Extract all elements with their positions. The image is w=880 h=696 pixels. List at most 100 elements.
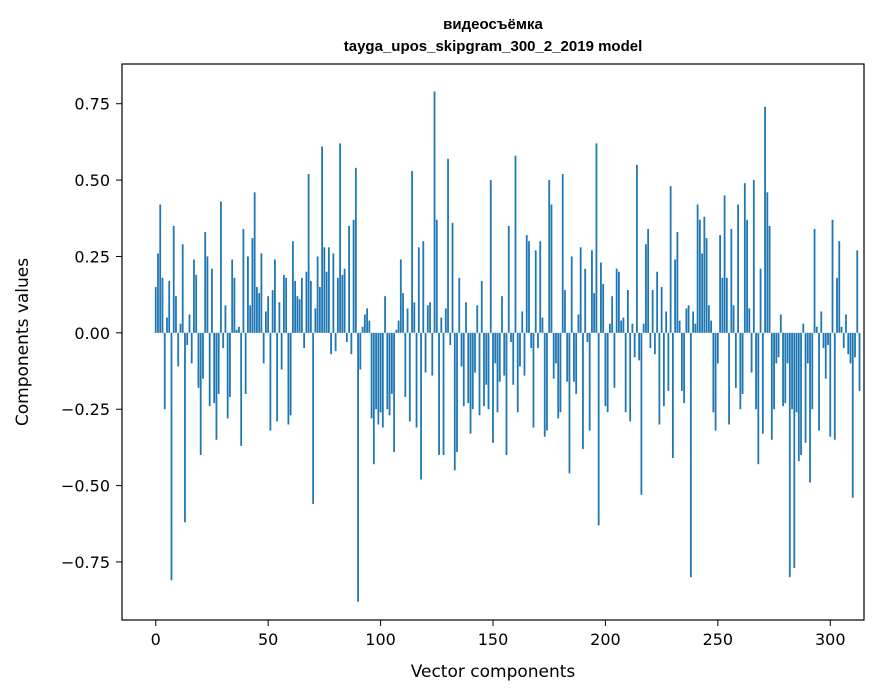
- bar: [163, 332, 166, 410]
- bar: [532, 332, 535, 428]
- bar: [314, 308, 317, 333]
- bar: [627, 290, 629, 333]
- y-tick-label: 0.75: [74, 95, 110, 114]
- bar: [363, 314, 366, 333]
- bar: [195, 274, 198, 333]
- chart-title: видеосъёмка: [443, 16, 543, 33]
- bar: [289, 332, 292, 416]
- bar: [759, 268, 762, 333]
- plot-frame: [121, 63, 865, 621]
- bar: [701, 253, 704, 333]
- bar: [523, 332, 526, 376]
- bar: [350, 332, 353, 355]
- y-axis-label: Components values: [13, 258, 33, 426]
- bar: [566, 332, 569, 382]
- bar: [588, 332, 591, 431]
- bar: [408, 332, 411, 422]
- bar: [833, 332, 836, 440]
- bar: [530, 332, 533, 349]
- bar: [705, 238, 708, 333]
- bar: [746, 219, 748, 333]
- y-tick-label: −0.75: [61, 553, 110, 572]
- bar: [505, 332, 508, 456]
- bar: [213, 332, 216, 404]
- bar: [298, 299, 301, 333]
- bar: [779, 314, 782, 333]
- bar: [782, 332, 784, 407]
- bar: [528, 241, 530, 333]
- bar: [539, 241, 542, 333]
- bar: [321, 146, 324, 333]
- bar: [584, 268, 587, 333]
- bar: [687, 305, 690, 333]
- bar: [806, 332, 809, 364]
- bar: [233, 277, 236, 333]
- bar: [755, 332, 757, 410]
- bar: [818, 332, 820, 431]
- bar: [458, 277, 461, 333]
- bar: [467, 332, 470, 404]
- bar: [676, 232, 679, 333]
- bar: [397, 320, 400, 333]
- x-tick-label: 0: [151, 630, 161, 649]
- bar: [478, 332, 481, 416]
- bar: [802, 323, 805, 333]
- y-axis-ticks: −0.75 −0.50 −0.25 0.00 0.25 0.50 0.75: [61, 95, 122, 572]
- bar: [784, 332, 787, 404]
- bar: [856, 250, 859, 333]
- bar: [181, 244, 184, 333]
- bar: [622, 317, 625, 333]
- bar: [262, 332, 265, 364]
- bar: [190, 332, 193, 364]
- bar: [413, 302, 416, 333]
- bar: [647, 228, 650, 333]
- x-tick-label: 150: [478, 630, 509, 649]
- bar: [739, 332, 742, 410]
- bar: [280, 332, 283, 370]
- bar: [215, 332, 218, 440]
- bar: [503, 332, 506, 376]
- bar: [660, 287, 663, 333]
- bar: [474, 332, 476, 373]
- bar: [559, 332, 562, 413]
- bar: [330, 332, 333, 355]
- x-tick-label: 100: [365, 630, 396, 649]
- bar: [440, 317, 443, 333]
- bar: [494, 332, 497, 364]
- x-tick-label: 50: [258, 630, 278, 649]
- bar: [653, 332, 656, 355]
- bar: [858, 332, 861, 391]
- bar: [710, 320, 712, 333]
- bar: [600, 262, 602, 333]
- bar: [678, 320, 681, 333]
- bar: [829, 332, 832, 437]
- bar: [485, 332, 488, 385]
- bar: [631, 323, 634, 333]
- bar: [368, 320, 371, 333]
- bar: [719, 235, 721, 333]
- bar: [188, 314, 191, 333]
- bar: [845, 314, 847, 333]
- bar: [557, 332, 560, 419]
- bar: [694, 323, 697, 333]
- bar: [327, 247, 330, 333]
- bar: [253, 192, 256, 333]
- bar: [471, 332, 474, 410]
- bar: [476, 305, 479, 333]
- bar: [438, 332, 440, 456]
- bar: [390, 332, 393, 394]
- bar: [492, 332, 494, 443]
- bar: [199, 332, 202, 456]
- bar: [240, 332, 243, 446]
- bar: [851, 332, 854, 498]
- y-tick-label: −0.50: [61, 477, 110, 496]
- bar: [741, 332, 744, 394]
- bar: [343, 268, 346, 333]
- bar: [444, 308, 447, 333]
- bar: [168, 280, 171, 333]
- bar: [325, 271, 328, 333]
- bar: [552, 332, 555, 379]
- bar: [685, 308, 688, 333]
- y-tick-label: 0.00: [74, 324, 110, 343]
- bar: [244, 332, 247, 394]
